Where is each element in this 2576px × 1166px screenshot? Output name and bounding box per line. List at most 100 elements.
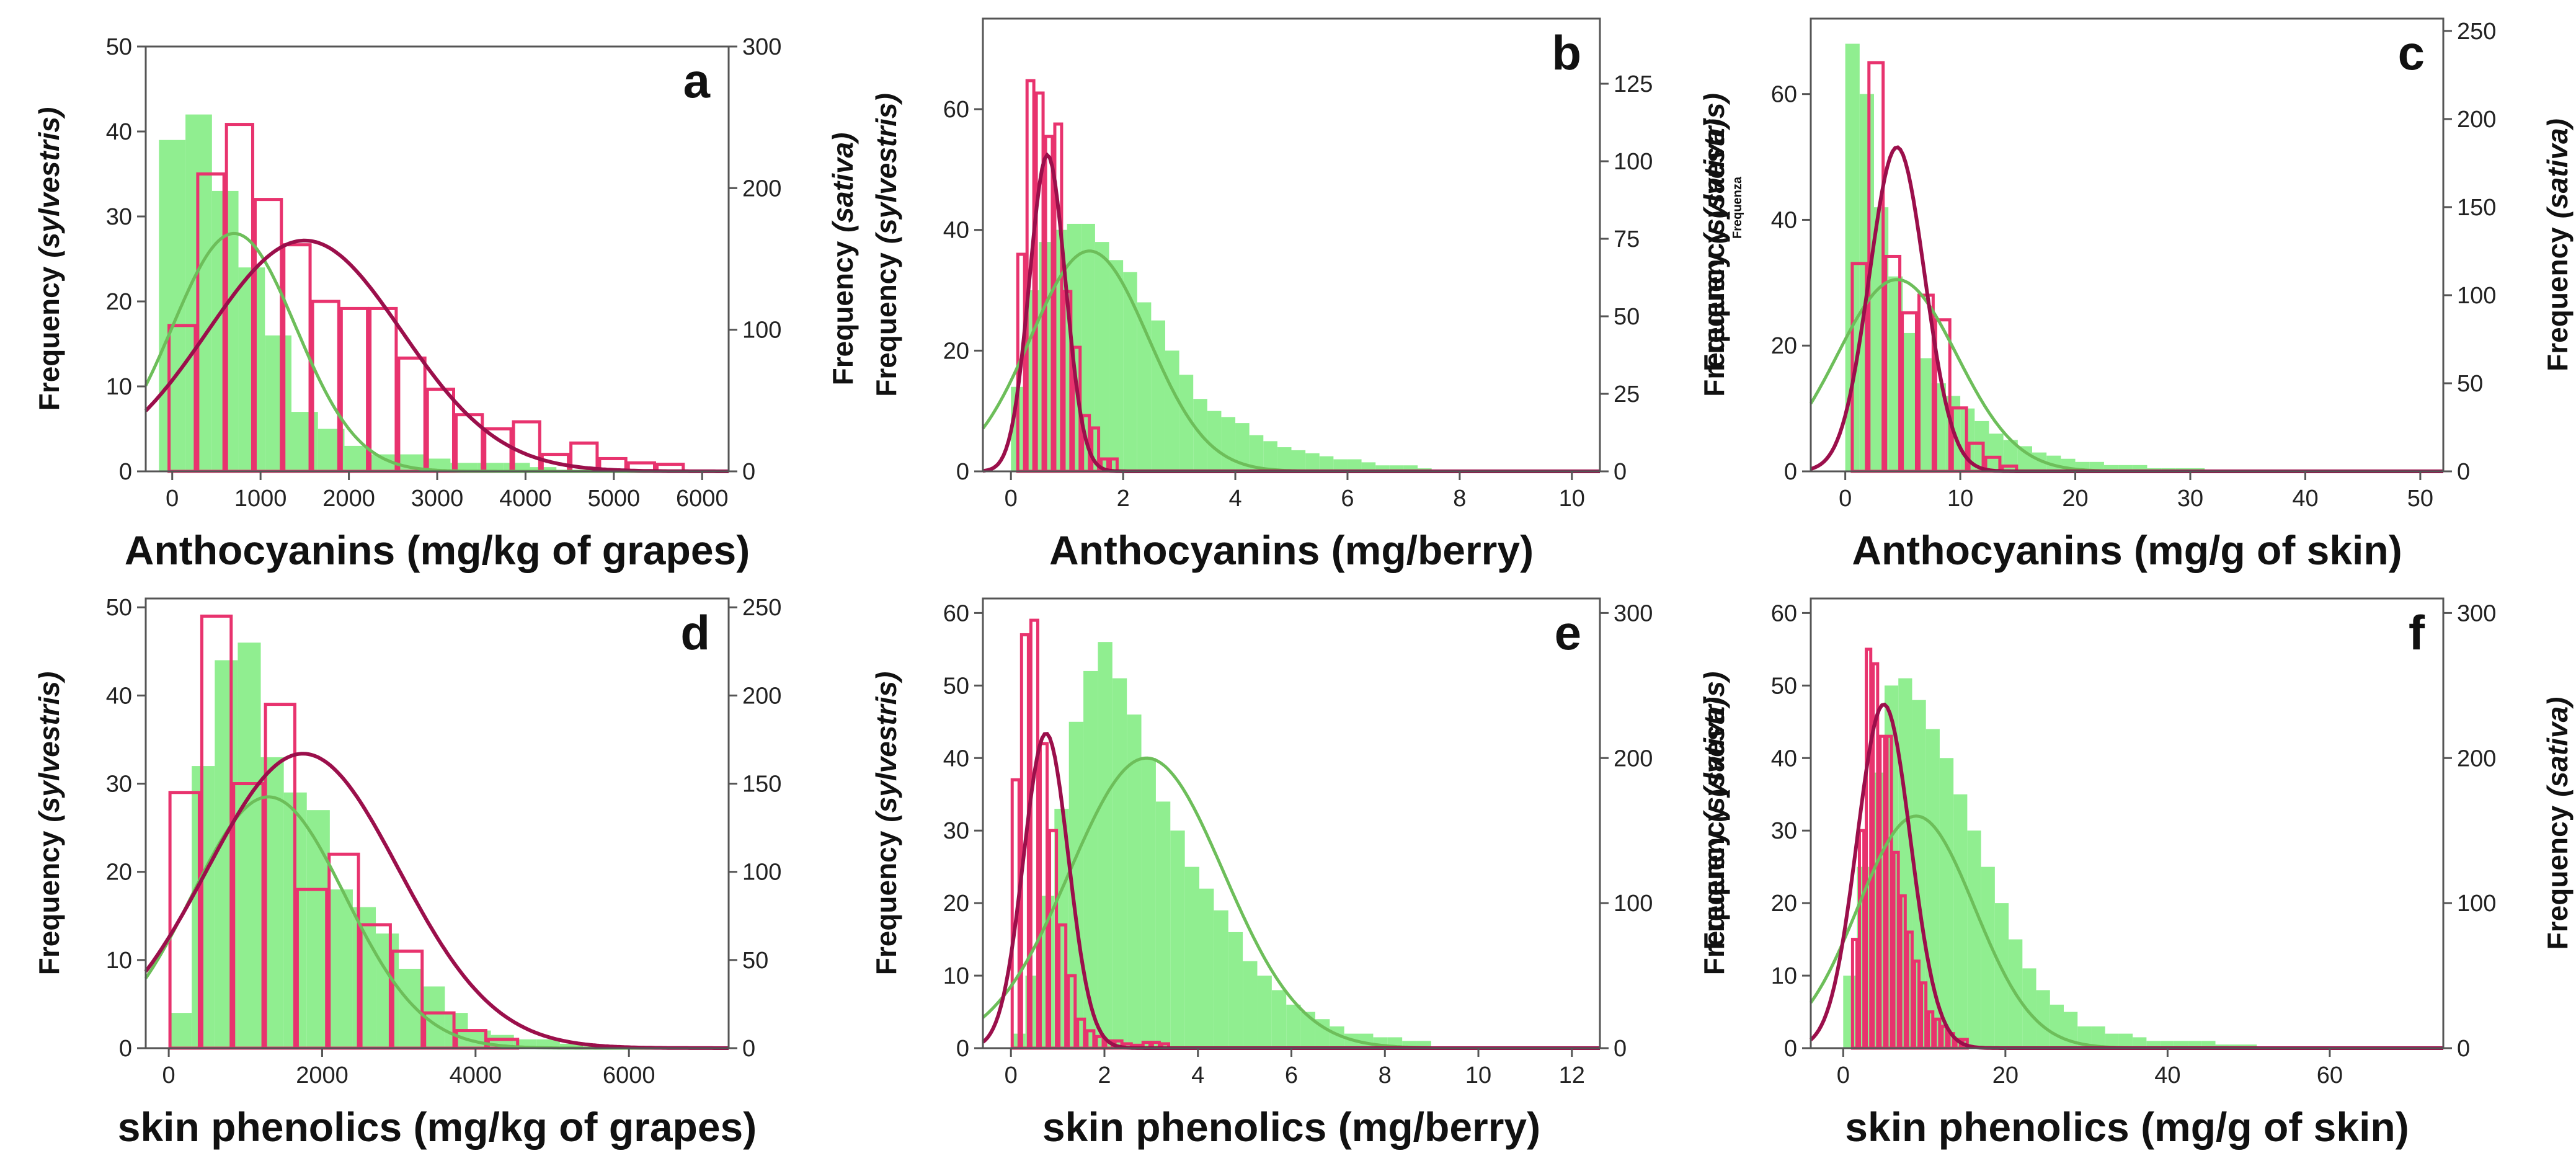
sylvestris-bar	[2174, 1041, 2188, 1048]
sylvestris-bar	[1291, 450, 1306, 471]
x-tick-label: 0	[1839, 486, 1852, 512]
sylvestris-bar	[1199, 888, 1214, 1048]
sylvestris-bar	[2105, 1033, 2119, 1048]
sylvestris-bar	[1917, 358, 1932, 471]
x-tick-label: 40	[2292, 486, 2318, 512]
y-right-axis-label: Frequency (sativa)	[2541, 118, 2574, 372]
sylvestris-bar	[1939, 758, 1954, 1048]
y-left-axis-label: Frequency(sylvestris)	[870, 93, 902, 397]
sylvestris-bar	[399, 969, 422, 1048]
y-left-axis-label: Frequency(sylvestris)	[1698, 672, 1730, 976]
x-tick-label: 8	[1379, 1062, 1392, 1088]
y-left-tick-label: 50	[106, 595, 132, 621]
x-tick-label: 4	[1228, 486, 1241, 512]
y-left-tick-label: 20	[106, 860, 132, 886]
sylvestris-bar	[559, 1043, 583, 1048]
x-tick-label: 10	[1559, 486, 1585, 512]
sylvestris-bar	[1243, 961, 1258, 1048]
x-tick-label: 2000	[322, 486, 375, 512]
x-tick-label: 50	[2407, 486, 2433, 512]
y-left-axis-label-main: Frequency	[33, 830, 65, 975]
sylvestris-bar	[1375, 465, 1390, 471]
y-right-tick-label: 200	[2457, 745, 2496, 772]
x-axis-label: skin phenolics (mg/g of skin)	[1845, 1104, 2409, 1150]
y-left-tick-label: 30	[1771, 818, 1797, 844]
sylvestris-bar	[1967, 830, 1981, 1048]
x-tick-label: 2000	[296, 1062, 349, 1088]
sylvestris-bar	[1207, 411, 1222, 471]
panel-letter: e	[1555, 605, 1581, 660]
y-left-tick-label: 0	[1784, 459, 1797, 485]
y-right-tick-label: 0	[2457, 1036, 2470, 1062]
panel-b: 0 2 4 6 8 1002040600255075100125bAnthocyanins…	[870, 17, 1730, 573]
y-left-axis-label: Frequency(sylvestris)	[870, 672, 902, 976]
sylvestris-bar	[1098, 642, 1113, 1048]
y-right-tick-label: 100	[1614, 891, 1653, 917]
sylvestris-bar	[1151, 320, 1165, 471]
sylvestris-bar	[1416, 1041, 1431, 1048]
sylvestris-bar	[2022, 968, 2036, 1048]
y-right-axis-label-main: Frequency	[1698, 805, 1730, 950]
panel-letter: c	[2398, 25, 2425, 80]
y-right-tick-label: 250	[742, 595, 781, 621]
x-tick-label: 12	[1559, 1062, 1585, 1088]
y-right-axis-label-main: Frequency	[827, 241, 859, 385]
y-left-tick-label: 60	[943, 97, 969, 123]
x-tick-label: 20	[1992, 1062, 2019, 1088]
y-right-axis-label-italic: (sativa)	[1698, 697, 1730, 797]
y-right-tick-label: 125	[1614, 71, 1653, 97]
plot-frame	[1810, 17, 2445, 473]
y-left-axis-label-italic: (sylvestris)	[1698, 93, 1730, 244]
y-right-tick-label: 0	[742, 1036, 755, 1062]
y-right-tick-label: 75	[1614, 226, 1640, 252]
y-left-axis-label: Frequency(sylvestris)	[1698, 93, 1730, 397]
sylvestris-bar	[2003, 440, 2018, 471]
sylvestris-bar	[2050, 1004, 2064, 1048]
sylvestris-bar	[1170, 830, 1185, 1048]
y-left-tick-label: 50	[1771, 673, 1797, 699]
y-left-tick-label: 10	[106, 374, 132, 400]
sylvestris-bar	[1112, 678, 1127, 1048]
sylvestris-bar	[1361, 462, 1376, 471]
y-right-tick-label: 50	[742, 948, 768, 974]
sylvestris-bar	[1137, 302, 1152, 471]
sylvestris-bar	[1257, 976, 1272, 1048]
sylvestris-bar	[1228, 932, 1243, 1048]
y-right-tick-label: 0	[2457, 459, 2470, 485]
sylvestris-bar	[1123, 272, 1137, 471]
y-left-axis-label-italic: (sylvestris)	[33, 672, 65, 822]
x-axis-label: Anthocyanins (mg/berry)	[1049, 527, 1534, 573]
y-left-tick-label: 50	[943, 673, 969, 699]
panel-c: 0 10 20 30 40 50 0 20 40 60 0 50 100 150 200 250 c Anthoc…	[1698, 17, 2574, 573]
y-left-axis-label-italic: (sylvestris)	[1698, 672, 1730, 822]
sylvestris-bar	[2118, 1033, 2133, 1048]
y-right-axis-label-main: Frequency	[1698, 227, 1730, 372]
sylvestris-bar	[2133, 465, 2147, 471]
sylvestris-bar	[1994, 903, 2009, 1048]
y-left-axis-label-main: Frequency	[1698, 252, 1730, 397]
sylvestris-bar	[1221, 417, 1236, 471]
x-axis-label: Anthocyanins (mg/kg of grapes)	[125, 527, 750, 573]
sylvestris-bar	[1249, 435, 1264, 471]
y-left-axis-label-italic: (sylvestris)	[870, 93, 902, 244]
y-right-tick-label: 100	[742, 860, 781, 886]
y-left-tick-label: 60	[943, 600, 969, 626]
sylvestris-bar	[1277, 447, 1292, 471]
y-right-tick-label: 300	[742, 34, 781, 60]
y-right-tick-label: 50	[1614, 304, 1640, 330]
sylvestris-bar	[1305, 453, 1320, 471]
x-axis-label: Anthocyanins (mg/g of skin)	[1852, 527, 2402, 573]
y-left-tick-label: 40	[943, 218, 969, 244]
y-right-axis-label-italic: (sativa)	[827, 133, 859, 233]
sylvestris-bar	[2103, 465, 2119, 471]
sylvestris-bar	[1403, 465, 1418, 471]
sylvestris-bar	[265, 335, 291, 471]
sylvestris-bar	[329, 889, 353, 1048]
x-tick-label: 60	[2317, 1062, 2343, 1088]
sylvestris-bar	[1903, 332, 1917, 471]
x-tick-label: 3000	[411, 486, 464, 512]
sylvestris-bar	[1271, 990, 1287, 1048]
plot-frame	[982, 17, 1601, 473]
y-left-tick-label: 10	[106, 948, 132, 974]
sylvestris-bar	[1155, 801, 1171, 1048]
